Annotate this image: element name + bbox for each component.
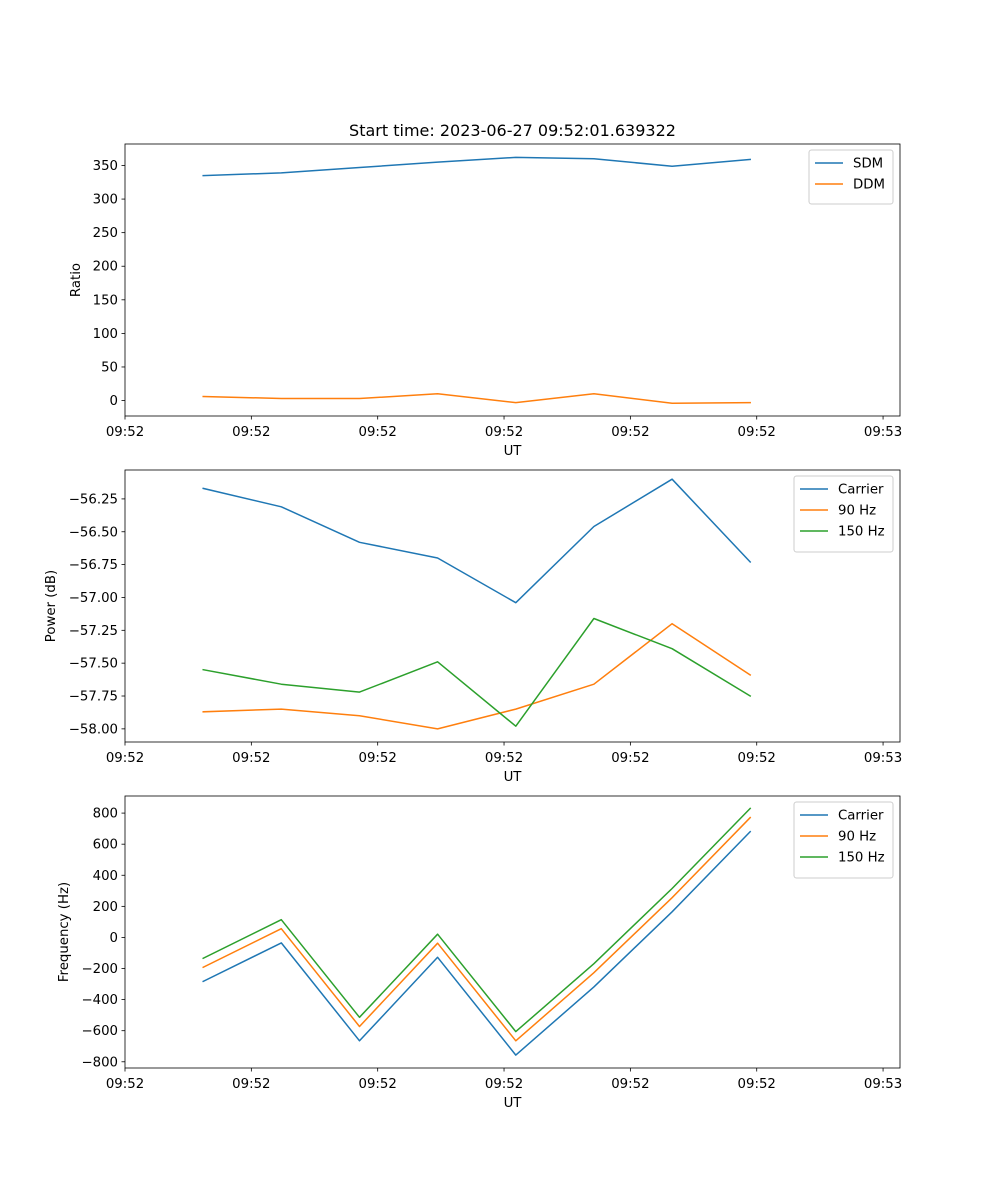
- ratio-axes-frame: [124, 143, 901, 417]
- y-tick-label: −57.50: [69, 657, 118, 672]
- ratio-series-line-sdm: [202, 156, 752, 177]
- y-tick-label: −58.00: [69, 722, 118, 737]
- frequency-y-axis-label: Frequency (Hz): [57, 882, 72, 982]
- y-tick-label: −56.75: [69, 558, 118, 573]
- power-axes-frame: [124, 469, 901, 743]
- frequency-axes-frame: [124, 795, 901, 1069]
- y-tick-label: 250: [93, 226, 118, 241]
- x-tick-label: 09:52: [611, 1077, 649, 1092]
- y-tick-label: 150: [93, 293, 118, 308]
- x-tick-label: 09:52: [359, 751, 397, 766]
- y-tick-label: 100: [93, 327, 118, 342]
- x-tick-label: 09:53: [864, 1077, 902, 1092]
- y-tick-label: 350: [93, 159, 118, 174]
- frequency-series-line-150-hz: [202, 807, 752, 1033]
- power-y-axis-label: Power (dB): [44, 570, 59, 642]
- power-x-axis-label: UT: [504, 770, 523, 785]
- x-tick-label: 09:53: [864, 425, 902, 440]
- x-tick-label: 09:52: [106, 425, 144, 440]
- ratio-series-line-ddm: [202, 393, 751, 404]
- y-tick-label: −800: [81, 1055, 118, 1070]
- y-tick-label: 0: [110, 394, 118, 409]
- power-series-line-150-hz: [202, 617, 752, 727]
- x-tick-label: 09:52: [485, 1077, 523, 1092]
- frequency-series-line-carrier: [202, 830, 752, 1056]
- y-tick-label: −56.50: [69, 525, 118, 540]
- frequency-legend: Carrier 90 Hz 150 Hz: [793, 801, 894, 879]
- x-tick-label: 09:52: [106, 751, 144, 766]
- y-tick-label: −400: [81, 993, 118, 1008]
- legend-label: DDM: [853, 178, 885, 193]
- legend-label: 90 Hz: [838, 830, 876, 845]
- legend-box: [793, 801, 894, 879]
- x-tick-label: 09:52: [232, 1077, 270, 1092]
- y-tick-label: 50: [101, 360, 118, 375]
- x-tick-label: 09:52: [485, 751, 523, 766]
- x-tick-label: 09:52: [106, 1077, 144, 1092]
- ratio-panel: 09:52 09:52 09:52 09:52 09:52 09:52 09:53 0 50 10…: [69, 143, 902, 459]
- y-tick-label: 800: [93, 807, 118, 822]
- frequency-panel: 09:52 09:52 09:52 09:52 09:52 09:52 09:53 −800 −…: [57, 795, 902, 1111]
- legend-label: 150 Hz: [838, 525, 885, 540]
- ratio-x-axis-label: UT: [504, 444, 523, 459]
- x-tick-label: 09:52: [738, 1077, 776, 1092]
- y-tick-label: 300: [93, 193, 118, 208]
- y-tick-label: −57.75: [69, 690, 118, 705]
- legend-label: SDM: [853, 157, 883, 172]
- y-tick-label: −600: [81, 1024, 118, 1039]
- ratio-legend: SDM DDM: [808, 149, 894, 205]
- legend-label: 90 Hz: [838, 504, 876, 519]
- y-tick-label: −200: [81, 962, 118, 977]
- y-tick-label: −57.25: [69, 624, 118, 639]
- y-tick-label: 200: [93, 900, 118, 915]
- x-tick-label: 09:52: [232, 751, 270, 766]
- y-tick-label: −56.25: [69, 492, 118, 507]
- legend-label: Carrier: [838, 483, 884, 498]
- legend-label: 150 Hz: [838, 851, 885, 866]
- x-tick-label: 09:52: [611, 425, 649, 440]
- y-tick-label: −57.00: [69, 591, 118, 606]
- power-legend: Carrier 90 Hz 150 Hz: [793, 475, 894, 553]
- x-tick-label: 09:52: [738, 751, 776, 766]
- x-tick-label: 09:52: [611, 751, 649, 766]
- frequency-x-axis-label: UT: [504, 1096, 523, 1111]
- x-tick-label: 09:52: [485, 425, 523, 440]
- frequency-series-line-90-hz: [202, 816, 752, 1042]
- y-tick-label: 400: [93, 869, 118, 884]
- figure-title: Start time: 2023-06-27 09:52:01.639322: [349, 121, 676, 140]
- ratio-y-axis-label: Ratio: [69, 263, 84, 297]
- y-tick-label: 0: [110, 931, 118, 946]
- power-series-line-carrier: [202, 478, 752, 604]
- x-tick-label: 09:52: [359, 1077, 397, 1092]
- power-series-line-90-hz: [202, 622, 752, 730]
- legend-label: Carrier: [838, 809, 884, 824]
- y-tick-label: 200: [93, 260, 118, 275]
- power-panel: 09:52 09:52 09:52 09:52 09:52 09:52 09:53 −58.0…: [44, 469, 902, 785]
- legend-box: [793, 475, 894, 553]
- x-tick-label: 09:52: [232, 425, 270, 440]
- x-tick-label: 09:52: [359, 425, 397, 440]
- x-tick-label: 09:53: [864, 751, 902, 766]
- y-tick-label: 600: [93, 838, 118, 853]
- x-tick-label: 09:52: [738, 425, 776, 440]
